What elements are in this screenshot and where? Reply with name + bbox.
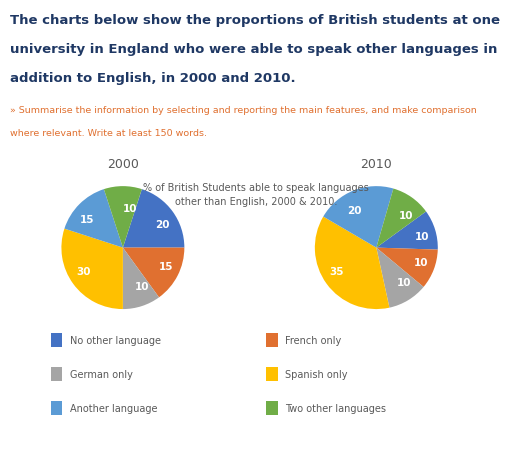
Text: addition to English, in 2000 and 2010.: addition to English, in 2000 and 2010. (10, 72, 296, 85)
Text: 10: 10 (399, 211, 414, 221)
Text: » Summarise the information by selecting and reporting the main features, and ma: » Summarise the information by selecting… (10, 106, 477, 115)
Text: % of British Students able to speak languages
other than English, 2000 & 2010.: % of British Students able to speak lang… (143, 183, 369, 207)
Wedge shape (376, 212, 438, 250)
Wedge shape (376, 248, 438, 287)
Text: 10: 10 (397, 277, 412, 287)
Text: 10: 10 (123, 203, 137, 213)
Text: Another language: Another language (70, 403, 158, 413)
Wedge shape (376, 248, 423, 308)
Title: 2000: 2000 (107, 157, 139, 170)
Text: Spanish only: Spanish only (285, 369, 348, 379)
Text: 35: 35 (330, 267, 344, 276)
Text: 10: 10 (415, 231, 429, 241)
Title: 2010: 2010 (360, 157, 392, 170)
Text: No other language: No other language (70, 336, 161, 345)
Wedge shape (323, 187, 393, 248)
Wedge shape (104, 187, 142, 248)
Text: 15: 15 (159, 261, 173, 271)
Text: French only: French only (285, 336, 342, 345)
Text: 20: 20 (155, 220, 169, 230)
Wedge shape (315, 217, 390, 309)
Text: 10: 10 (135, 281, 150, 291)
Text: where relevant. Write at least 150 words.: where relevant. Write at least 150 words… (10, 129, 207, 138)
Text: university in England who were able to speak other languages in: university in England who were able to s… (10, 43, 498, 56)
Wedge shape (123, 248, 159, 309)
Text: Two other languages: Two other languages (285, 403, 386, 413)
Wedge shape (123, 248, 184, 298)
Wedge shape (65, 190, 123, 248)
Wedge shape (61, 229, 123, 309)
Text: 20: 20 (347, 206, 361, 216)
Text: German only: German only (70, 369, 133, 379)
Text: 10: 10 (414, 257, 428, 267)
Text: 30: 30 (76, 267, 91, 276)
Wedge shape (123, 190, 184, 248)
Text: The charts below show the proportions of British students at one: The charts below show the proportions of… (10, 14, 500, 27)
Text: 15: 15 (80, 215, 95, 225)
Wedge shape (376, 189, 426, 248)
